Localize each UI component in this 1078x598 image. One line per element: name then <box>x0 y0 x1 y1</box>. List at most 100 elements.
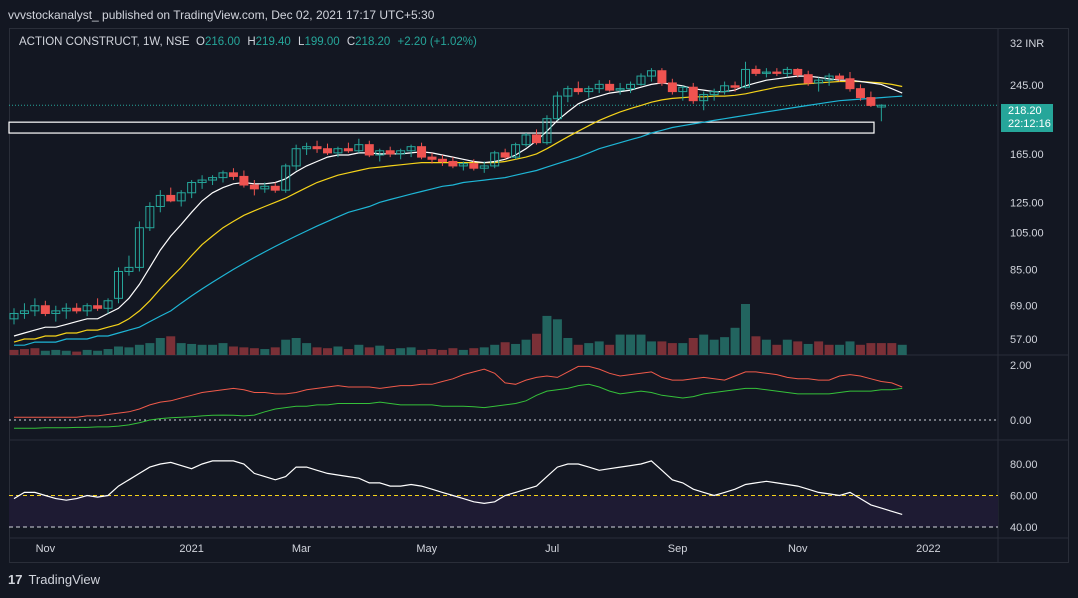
candle-body <box>375 150 385 156</box>
candle-body <box>793 68 803 76</box>
candle-body <box>437 158 447 162</box>
candle-body <box>208 177 218 181</box>
candle-body <box>228 172 238 177</box>
candle-body <box>302 146 312 150</box>
volume-bar <box>458 349 468 355</box>
volume-bar <box>855 344 865 355</box>
osc-tick: 2.00 <box>1010 360 1031 372</box>
volume-bar <box>615 334 625 355</box>
candle-body <box>490 152 500 167</box>
volume-bar <box>824 344 834 355</box>
low-label: L <box>298 36 305 48</box>
header-bar: vvvstockanalyst_ published on TradingVie… <box>0 0 1078 28</box>
candle-body <box>866 97 876 106</box>
candle-body <box>636 75 646 85</box>
rsi-tick: 60.00 <box>1010 491 1038 503</box>
volume-bar <box>134 344 144 355</box>
volume-bar <box>61 350 71 355</box>
candle-body <box>145 205 155 229</box>
last-price: 218.20 <box>1008 105 1042 117</box>
candle-body <box>626 83 636 90</box>
footer-brand[interactable]: 17 TradingView <box>8 572 100 587</box>
volume-bar <box>249 348 259 355</box>
volume-bar <box>667 343 677 355</box>
volume-bar <box>741 304 750 355</box>
volume-bar <box>772 344 782 355</box>
volume-bar <box>490 344 500 355</box>
volume-bar <box>709 339 719 355</box>
candle-body <box>584 88 594 93</box>
candle-body <box>751 68 761 74</box>
price-tick: 165.00 <box>1010 149 1044 161</box>
candle-body <box>782 68 792 74</box>
candle-body <box>155 194 165 207</box>
candle-body <box>667 82 677 93</box>
volume-bar <box>751 336 761 355</box>
volume-bar <box>281 339 291 355</box>
candle-body <box>396 150 406 155</box>
volume-bar <box>532 333 541 355</box>
volume-bar <box>93 350 103 355</box>
price-tick: 245.00 <box>1010 80 1044 92</box>
price-tick: 57.00 <box>1010 334 1038 346</box>
volume-bar <box>364 347 374 355</box>
candle-body <box>855 88 865 99</box>
high-label: H <box>247 36 256 48</box>
support-zone-rectangle <box>8 121 875 134</box>
ma-fast-line <box>13 75 903 337</box>
candle-body <box>709 91 719 96</box>
brand-name: TradingView <box>28 572 101 587</box>
close-value: 218.20 <box>355 36 391 48</box>
candle-body <box>333 148 343 154</box>
candle-body <box>385 150 395 155</box>
candle-body <box>741 68 750 88</box>
volume-bar <box>584 343 594 355</box>
candle-body <box>176 192 186 202</box>
candle-body <box>9 312 19 320</box>
volume-bar <box>343 349 353 355</box>
volume-bar <box>291 338 301 355</box>
candle-body <box>824 75 834 81</box>
volume-bar <box>19 349 29 355</box>
candle-body <box>187 182 197 194</box>
candle-body <box>124 266 134 272</box>
volume-bar <box>82 349 92 355</box>
candle-body <box>323 148 332 154</box>
volume-bar <box>626 334 636 355</box>
candle-body <box>532 134 541 144</box>
chart-frame[interactable] <box>9 28 1069 563</box>
volume-bar <box>835 344 845 355</box>
volume-bar <box>594 341 604 355</box>
osc-tick: 0.00 <box>1010 415 1031 427</box>
candle-body <box>218 172 228 179</box>
volume-bar <box>793 341 803 355</box>
candle-body <box>699 94 709 102</box>
volume-bar <box>417 349 427 355</box>
candle-body <box>281 165 291 191</box>
volume-bar <box>239 347 249 355</box>
candle-body <box>552 95 562 120</box>
volume-bar <box>866 343 876 355</box>
volume-bar <box>605 344 615 355</box>
volume-bar <box>448 348 458 355</box>
symbol-legend: ACTION CONSTRUCT, 1W, NSE O216.00 H219.4… <box>19 36 481 48</box>
volume-bar <box>521 339 531 355</box>
volume-bar <box>218 343 228 355</box>
volume-bar <box>114 346 123 355</box>
volume-bar <box>688 338 698 355</box>
volume-bar <box>469 348 479 355</box>
volume-bar <box>145 343 155 355</box>
price-tick: 69.00 <box>1010 301 1038 313</box>
volume-bar <box>573 344 583 355</box>
candle-body <box>270 185 280 191</box>
osc-green-line <box>14 383 903 429</box>
candle-body <box>573 88 583 93</box>
price-tick: 85.00 <box>1010 264 1038 276</box>
candle-body <box>563 88 573 97</box>
volume-bar <box>354 344 364 355</box>
volume-bar <box>699 334 709 355</box>
currency-label: 32 INR <box>1010 38 1044 50</box>
volume-bar <box>51 349 61 355</box>
symbol-name[interactable]: ACTION CONSTRUCT, 1W, NSE <box>19 36 190 48</box>
